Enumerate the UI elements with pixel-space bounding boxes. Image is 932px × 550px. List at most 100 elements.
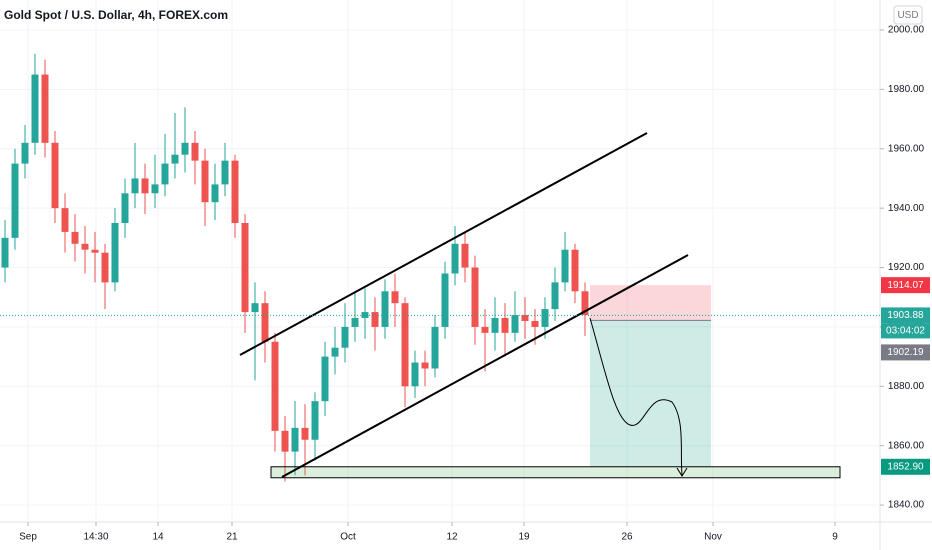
candle-body — [41, 74, 49, 143]
last-price-label: 1903.88 — [887, 310, 924, 321]
x-tick-label: 21 — [226, 532, 238, 543]
y-tick-label: 1940.00 — [888, 203, 925, 214]
entry-label-box — [881, 344, 930, 361]
currency[interactable]: USD — [897, 10, 918, 21]
candle-body — [331, 347, 339, 357]
candle-body — [181, 142, 189, 155]
x-tick-label: Nov — [704, 532, 722, 543]
y-tick-label: 1880.00 — [888, 381, 925, 392]
target-label: 1852.90 — [887, 461, 924, 472]
x-tick-label: 12 — [446, 532, 458, 543]
candle-body — [501, 318, 509, 333]
y-tick-label: 1860.00 — [888, 440, 925, 451]
stop-loss-label-box — [881, 277, 930, 294]
candle-body — [151, 184, 159, 194]
candle-body — [81, 243, 89, 250]
candle-body — [351, 318, 359, 327]
candle-body — [531, 320, 539, 327]
target-zone — [590, 320, 711, 467]
currency-button[interactable] — [893, 5, 923, 25]
candle-body — [521, 315, 529, 321]
candle-body — [561, 249, 569, 283]
chart-title: Gold Spot / U.S. Dollar, 4h, FOREX.com — [4, 8, 228, 22]
candle-body — [441, 273, 449, 327]
y-tick-label: 1980.00 — [888, 84, 925, 95]
candle-body — [231, 160, 239, 223]
entry-label: 1902.19 — [887, 347, 924, 358]
channel-lower — [281, 254, 689, 478]
candle-body — [171, 154, 179, 164]
x-tick-label: 14:30 — [83, 532, 108, 543]
candle-body — [401, 303, 409, 387]
candle-body — [581, 291, 589, 316]
candle-body — [21, 142, 29, 164]
plot — [0, 0, 880, 522]
candle-body — [381, 291, 389, 327]
candle-body — [121, 193, 129, 223]
candle-body — [321, 356, 329, 402]
candle-body — [141, 178, 149, 194]
candle-body — [411, 362, 419, 387]
candle-body — [311, 401, 319, 440]
y-tick-label: 1960.00 — [888, 143, 925, 154]
candle-body — [251, 303, 259, 313]
candle-body — [431, 326, 439, 369]
projection-path — [589, 317, 683, 476]
candle-body — [481, 326, 489, 333]
candle-body — [291, 427, 299, 452]
candle-body — [101, 252, 109, 283]
candle-body — [511, 315, 519, 333]
candle-body — [391, 291, 399, 304]
x-tick-label: 19 — [518, 532, 530, 543]
candle-body — [261, 303, 269, 342]
candle-body — [221, 160, 229, 185]
candle-body — [241, 222, 249, 313]
candle-body — [301, 427, 309, 440]
candle-body — [451, 243, 459, 274]
candle-body — [11, 163, 19, 238]
candle-body — [61, 208, 69, 232]
candle-body — [461, 243, 469, 268]
last-price-label-box — [881, 307, 930, 324]
candle-body — [281, 430, 289, 452]
stop-loss-label: 1914.07 — [887, 280, 924, 291]
support-box — [270, 466, 841, 479]
candle-body — [71, 231, 79, 244]
candle-body — [51, 142, 59, 209]
countdown-box — [881, 323, 930, 339]
x-tick-label: Oct — [340, 532, 356, 543]
countdown: 03:04:02 — [886, 326, 925, 337]
stop-zone — [590, 285, 711, 321]
candle-body — [471, 267, 479, 327]
candle-body — [111, 222, 119, 283]
x-tick-label: 26 — [621, 532, 633, 543]
projection-arrow — [676, 467, 688, 477]
channel-upper — [239, 132, 648, 356]
candle-body — [551, 282, 559, 310]
candle-body — [541, 309, 549, 327]
candle-body — [421, 362, 429, 369]
candle-body — [1, 237, 9, 268]
candle-body — [371, 312, 379, 327]
target-label-box — [881, 458, 930, 475]
candle-body — [161, 163, 169, 185]
x-tick-label: 14 — [152, 532, 164, 543]
y-tick-label: 1840.00 — [888, 500, 925, 511]
candle-body — [31, 74, 39, 143]
candle-body — [211, 184, 219, 203]
candle-body — [131, 178, 139, 194]
candle-body — [491, 318, 499, 333]
candle-body — [201, 160, 209, 203]
candle-body — [571, 249, 579, 292]
y-tick-label: 1920.00 — [888, 262, 925, 273]
candle-body — [361, 312, 369, 319]
candle-body — [341, 326, 349, 348]
y-tick-label: 2000.00 — [888, 25, 925, 36]
candle-body — [91, 249, 99, 253]
candle-body — [191, 142, 199, 161]
x-tick-label: Sep — [19, 532, 37, 543]
x-tick-label: 9 — [832, 532, 838, 543]
candle-body — [271, 341, 279, 431]
